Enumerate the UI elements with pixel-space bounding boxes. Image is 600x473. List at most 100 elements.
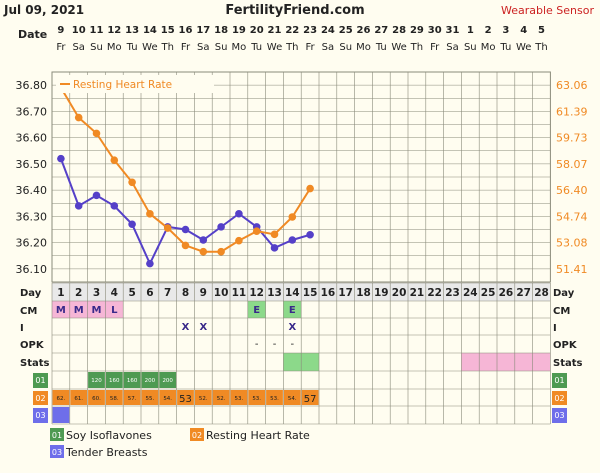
rhr-value: 62. [57, 396, 66, 402]
row-label-cm-right: CM [553, 306, 570, 317]
date-row-label: Date [18, 28, 47, 41]
weekday-label: Tu [250, 42, 262, 53]
cm-value: E [289, 305, 296, 316]
row-badge-02-right [552, 391, 567, 405]
day-number: 14 [285, 287, 300, 299]
rhr-value: 52. [199, 396, 208, 402]
y-left-tick: 36.80 [16, 79, 48, 92]
day-number: 26 [499, 287, 514, 299]
temperature-point [92, 191, 101, 200]
day-number: 9 [200, 287, 207, 299]
cm-cell-bg [247, 301, 266, 318]
opk-mark: - [273, 339, 277, 350]
weekday-label: Th [285, 42, 298, 53]
y-right-tick: 51.41 [556, 263, 588, 276]
weekday-label: Th [534, 42, 547, 53]
rhr-point [128, 178, 136, 187]
weekday-label: Fr [430, 42, 440, 53]
weekday-label: Sa [446, 42, 458, 53]
day-number: 13 [267, 287, 282, 299]
legend-02-label: Resting Heart Rate [206, 429, 310, 442]
legend-03-badge [50, 445, 64, 458]
row-label-day-left: Day [20, 288, 42, 299]
y-left-tick: 36.30 [16, 210, 48, 223]
soy-value: 200 [145, 378, 156, 384]
rhr-value: 54. [288, 396, 297, 402]
day-number: 22 [427, 287, 442, 299]
date-number: 5 [538, 25, 545, 36]
day-number: 21 [410, 287, 425, 299]
soy-cell-bg [123, 372, 141, 388]
temperature-point [181, 225, 190, 234]
rhr-value: 58. [110, 396, 119, 402]
date-number: 21 [268, 25, 282, 36]
rhr-value: 60. [92, 396, 101, 402]
soy-value: 120 [91, 378, 102, 384]
rhr-point [217, 247, 225, 256]
y-left-tick: 36.40 [16, 184, 48, 197]
day-number: 15 [303, 287, 318, 299]
row-code-02-right: 02 [554, 394, 564, 403]
day-number: 3 [93, 287, 100, 299]
weekday-label: Su [90, 42, 103, 53]
date-number: 2 [485, 25, 492, 36]
rhr-value: 53. [270, 396, 279, 402]
date-number: 16 [179, 25, 193, 36]
y-left-tick: 36.10 [16, 263, 48, 276]
day-number: 4 [111, 287, 118, 299]
weekday-label: Mo [107, 42, 122, 53]
date-number: 12 [107, 25, 121, 36]
chart-legend-box [56, 75, 214, 93]
weekday-label: We [391, 42, 406, 53]
rhr-value: 53. [252, 396, 261, 402]
y-right-tick: 59.73 [556, 132, 588, 145]
date-number: 31 [446, 25, 460, 36]
weekday-label: Sa [72, 42, 84, 53]
y-left-tick: 36.20 [16, 237, 48, 250]
rhr-cell-bg [212, 390, 230, 405]
rhr-cell-bg [52, 390, 70, 405]
day-number: 20 [392, 287, 407, 299]
row-label-cm-left: CM [20, 306, 37, 317]
row-code-02-left: 02 [35, 394, 45, 403]
cm-value: M [56, 305, 66, 316]
rhr-cell-bg [177, 390, 194, 405]
legend-01-label: Soy Isoflavones [66, 429, 152, 442]
weekday-label: Tu [499, 42, 511, 53]
rhr-value: 53 [179, 394, 192, 405]
temperature-point [74, 202, 83, 210]
rhr-cell-bg [105, 390, 123, 405]
rhr-cell-bg [248, 390, 266, 405]
temperature-point [199, 236, 208, 244]
day-number: 1 [57, 287, 64, 299]
y-left-tick: 36.50 [16, 158, 48, 171]
date-number: 9 [57, 25, 64, 36]
temperature-point [146, 259, 154, 268]
rhr-point [146, 210, 154, 218]
intercourse-mark: X [182, 322, 190, 333]
date-number: 15 [161, 25, 175, 36]
row-badge-03-left [33, 408, 48, 423]
day-number: 25 [481, 287, 496, 299]
rhr-cell-bg [301, 390, 319, 405]
soy-cell-bg [88, 372, 105, 388]
day-number: 12 [249, 287, 264, 299]
day-number: 19 [374, 287, 389, 299]
day-number: 6 [146, 287, 153, 299]
y-right-tick: 56.40 [556, 184, 588, 197]
rhr-value: 54. [163, 396, 172, 402]
row-label-day-right: Day [553, 288, 575, 299]
row-code-03-left: 03 [35, 411, 45, 420]
rhr-point [235, 236, 243, 245]
site-name[interactable]: FertilityFriend.com [225, 3, 364, 18]
date-number: 29 [410, 25, 424, 36]
row-label-opk-left: OPK [20, 340, 45, 351]
rhr-point [181, 241, 190, 250]
date-number: 20 [250, 25, 264, 36]
date-number: 23 [303, 25, 317, 36]
date-number: 30 [428, 25, 442, 36]
date-number: 27 [374, 25, 388, 36]
rhr-value: 53. [235, 396, 244, 402]
weekday-label: Fr [56, 42, 66, 53]
